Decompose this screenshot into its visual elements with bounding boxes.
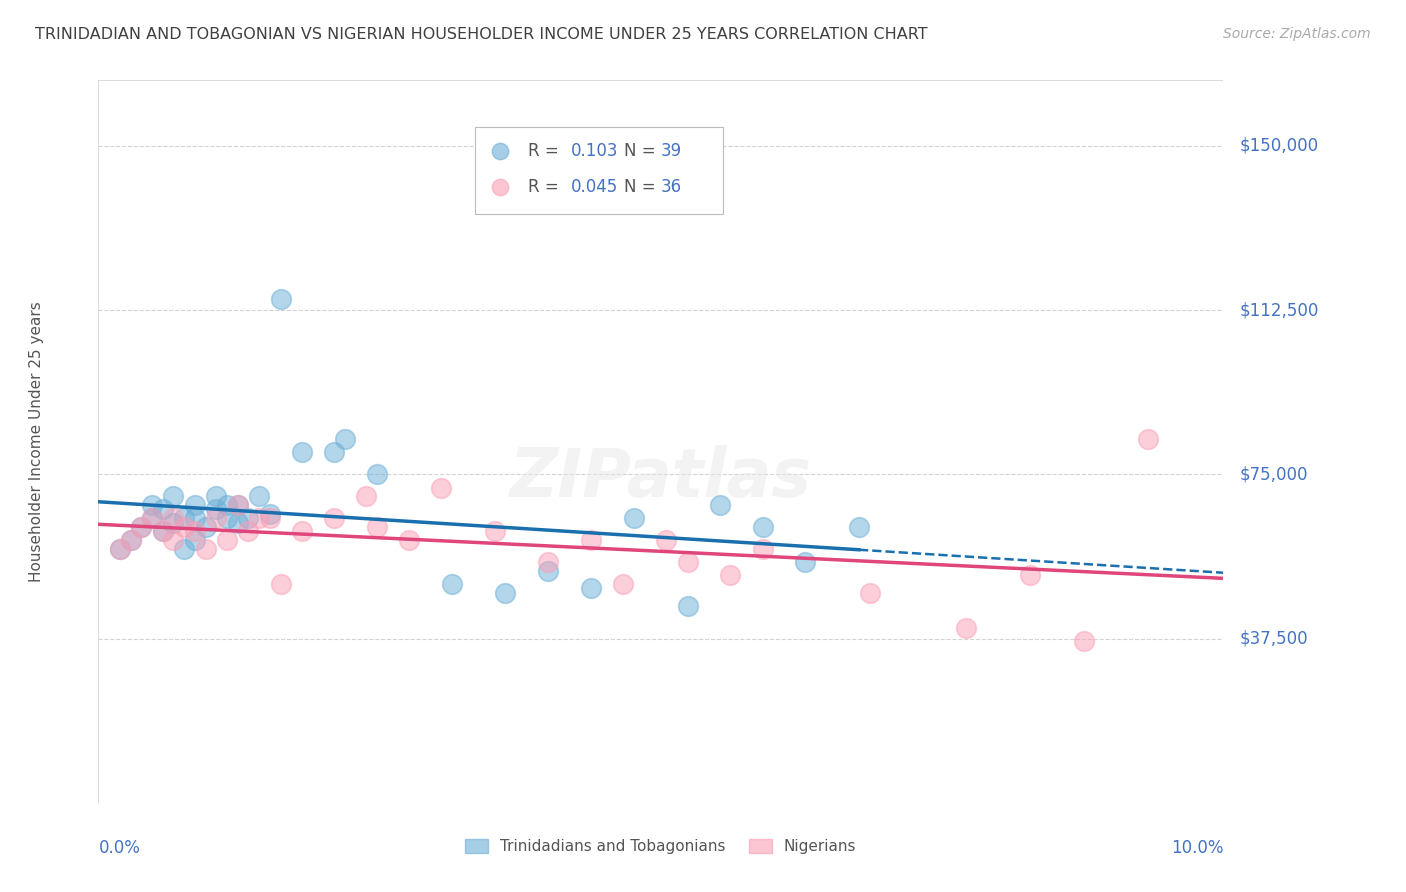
Point: [194, 520, 217, 534]
Point: [333, 433, 356, 447]
Text: TRINIDADIAN AND TOBAGONIAN VS NIGERIAN HOUSEHOLDER INCOME UNDER 25 YEARS CORRELA: TRINIDADIAN AND TOBAGONIAN VS NIGERIAN H…: [35, 27, 928, 42]
Point: [226, 498, 249, 512]
Point: [162, 489, 184, 503]
Point: [162, 533, 184, 547]
Point: [323, 445, 346, 459]
Point: [215, 533, 238, 547]
FancyBboxPatch shape: [475, 128, 723, 214]
Point: [205, 511, 228, 525]
Point: [152, 502, 174, 516]
Point: [848, 520, 870, 534]
Point: [259, 507, 281, 521]
Point: [162, 511, 184, 525]
Point: [141, 511, 163, 525]
Point: [709, 498, 731, 512]
Text: $37,500: $37,500: [1240, 630, 1309, 648]
Text: N =: N =: [624, 178, 661, 196]
Text: ZIPatlas: ZIPatlas: [510, 445, 811, 510]
Point: [162, 516, 184, 530]
Point: [215, 511, 238, 525]
Point: [184, 511, 207, 525]
Point: [226, 498, 249, 512]
Text: R =: R =: [529, 142, 564, 160]
Point: [537, 564, 560, 578]
Point: [141, 511, 163, 525]
Point: [495, 585, 517, 599]
Point: [247, 511, 270, 525]
Legend: Trinidadians and Tobagonians, Nigerians: Trinidadians and Tobagonians, Nigerians: [460, 833, 862, 860]
Point: [238, 524, 260, 539]
Point: [226, 516, 249, 530]
Point: [141, 498, 163, 512]
Point: [1137, 433, 1160, 447]
Point: [173, 511, 195, 525]
Point: [579, 533, 602, 547]
Point: [366, 467, 388, 482]
Text: $75,000: $75,000: [1240, 466, 1309, 483]
Point: [720, 568, 742, 582]
Point: [194, 541, 217, 556]
Point: [655, 533, 678, 547]
Point: [323, 511, 346, 525]
Point: [1019, 568, 1042, 582]
Point: [184, 524, 207, 539]
Point: [955, 621, 977, 635]
Text: 0.103: 0.103: [571, 142, 619, 160]
Point: [129, 520, 152, 534]
Point: [205, 489, 228, 503]
Point: [247, 489, 270, 503]
Point: [751, 520, 773, 534]
Text: N =: N =: [624, 142, 661, 160]
Text: 10.0%: 10.0%: [1171, 838, 1223, 857]
Point: [430, 481, 453, 495]
Text: $150,000: $150,000: [1240, 137, 1319, 155]
Point: [205, 502, 228, 516]
Point: [270, 292, 292, 306]
Point: [291, 524, 314, 539]
Text: 36: 36: [661, 178, 682, 196]
Point: [794, 555, 817, 569]
Point: [751, 541, 773, 556]
Point: [484, 524, 506, 539]
Text: Householder Income Under 25 years: Householder Income Under 25 years: [30, 301, 44, 582]
Point: [129, 520, 152, 534]
Point: [215, 498, 238, 512]
Text: 0.045: 0.045: [571, 178, 619, 196]
Text: $112,500: $112,500: [1240, 301, 1319, 319]
Point: [676, 599, 699, 613]
Point: [270, 577, 292, 591]
Point: [184, 498, 207, 512]
Point: [440, 577, 463, 591]
Point: [152, 524, 174, 539]
Point: [623, 511, 645, 525]
Point: [612, 577, 634, 591]
Point: [259, 511, 281, 525]
Point: [120, 533, 142, 547]
Point: [366, 520, 388, 534]
Point: [120, 533, 142, 547]
Point: [108, 541, 131, 556]
Point: [859, 585, 882, 599]
Point: [152, 524, 174, 539]
Point: [398, 533, 420, 547]
Point: [173, 520, 195, 534]
Point: [184, 533, 207, 547]
Point: [238, 511, 260, 525]
Text: R =: R =: [529, 178, 564, 196]
Point: [579, 581, 602, 595]
Text: 0.0%: 0.0%: [98, 838, 141, 857]
Point: [676, 555, 699, 569]
Point: [537, 555, 560, 569]
Point: [291, 445, 314, 459]
Text: 39: 39: [661, 142, 682, 160]
Point: [1073, 633, 1095, 648]
Text: Source: ZipAtlas.com: Source: ZipAtlas.com: [1223, 27, 1371, 41]
Point: [108, 541, 131, 556]
Point: [173, 541, 195, 556]
Point: [354, 489, 377, 503]
